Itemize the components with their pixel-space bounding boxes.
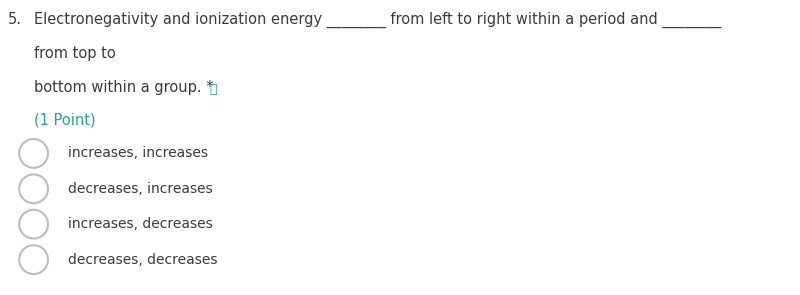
Text: from top to: from top to — [34, 46, 115, 61]
Text: increases, increases: increases, increases — [68, 146, 208, 160]
Text: 5.: 5. — [8, 12, 22, 27]
Text: bottom within a group. *: bottom within a group. * — [34, 80, 214, 95]
Text: increases, decreases: increases, decreases — [68, 217, 213, 231]
Text: (1 Point): (1 Point) — [34, 112, 95, 127]
Text: decreases, increases: decreases, increases — [68, 182, 213, 196]
Text: Electronegativity and ionization energy ________ from left to right within a per: Electronegativity and ionization energy … — [34, 12, 721, 28]
Text: decreases, decreases: decreases, decreases — [68, 253, 218, 267]
Text: 🔉: 🔉 — [210, 83, 217, 96]
